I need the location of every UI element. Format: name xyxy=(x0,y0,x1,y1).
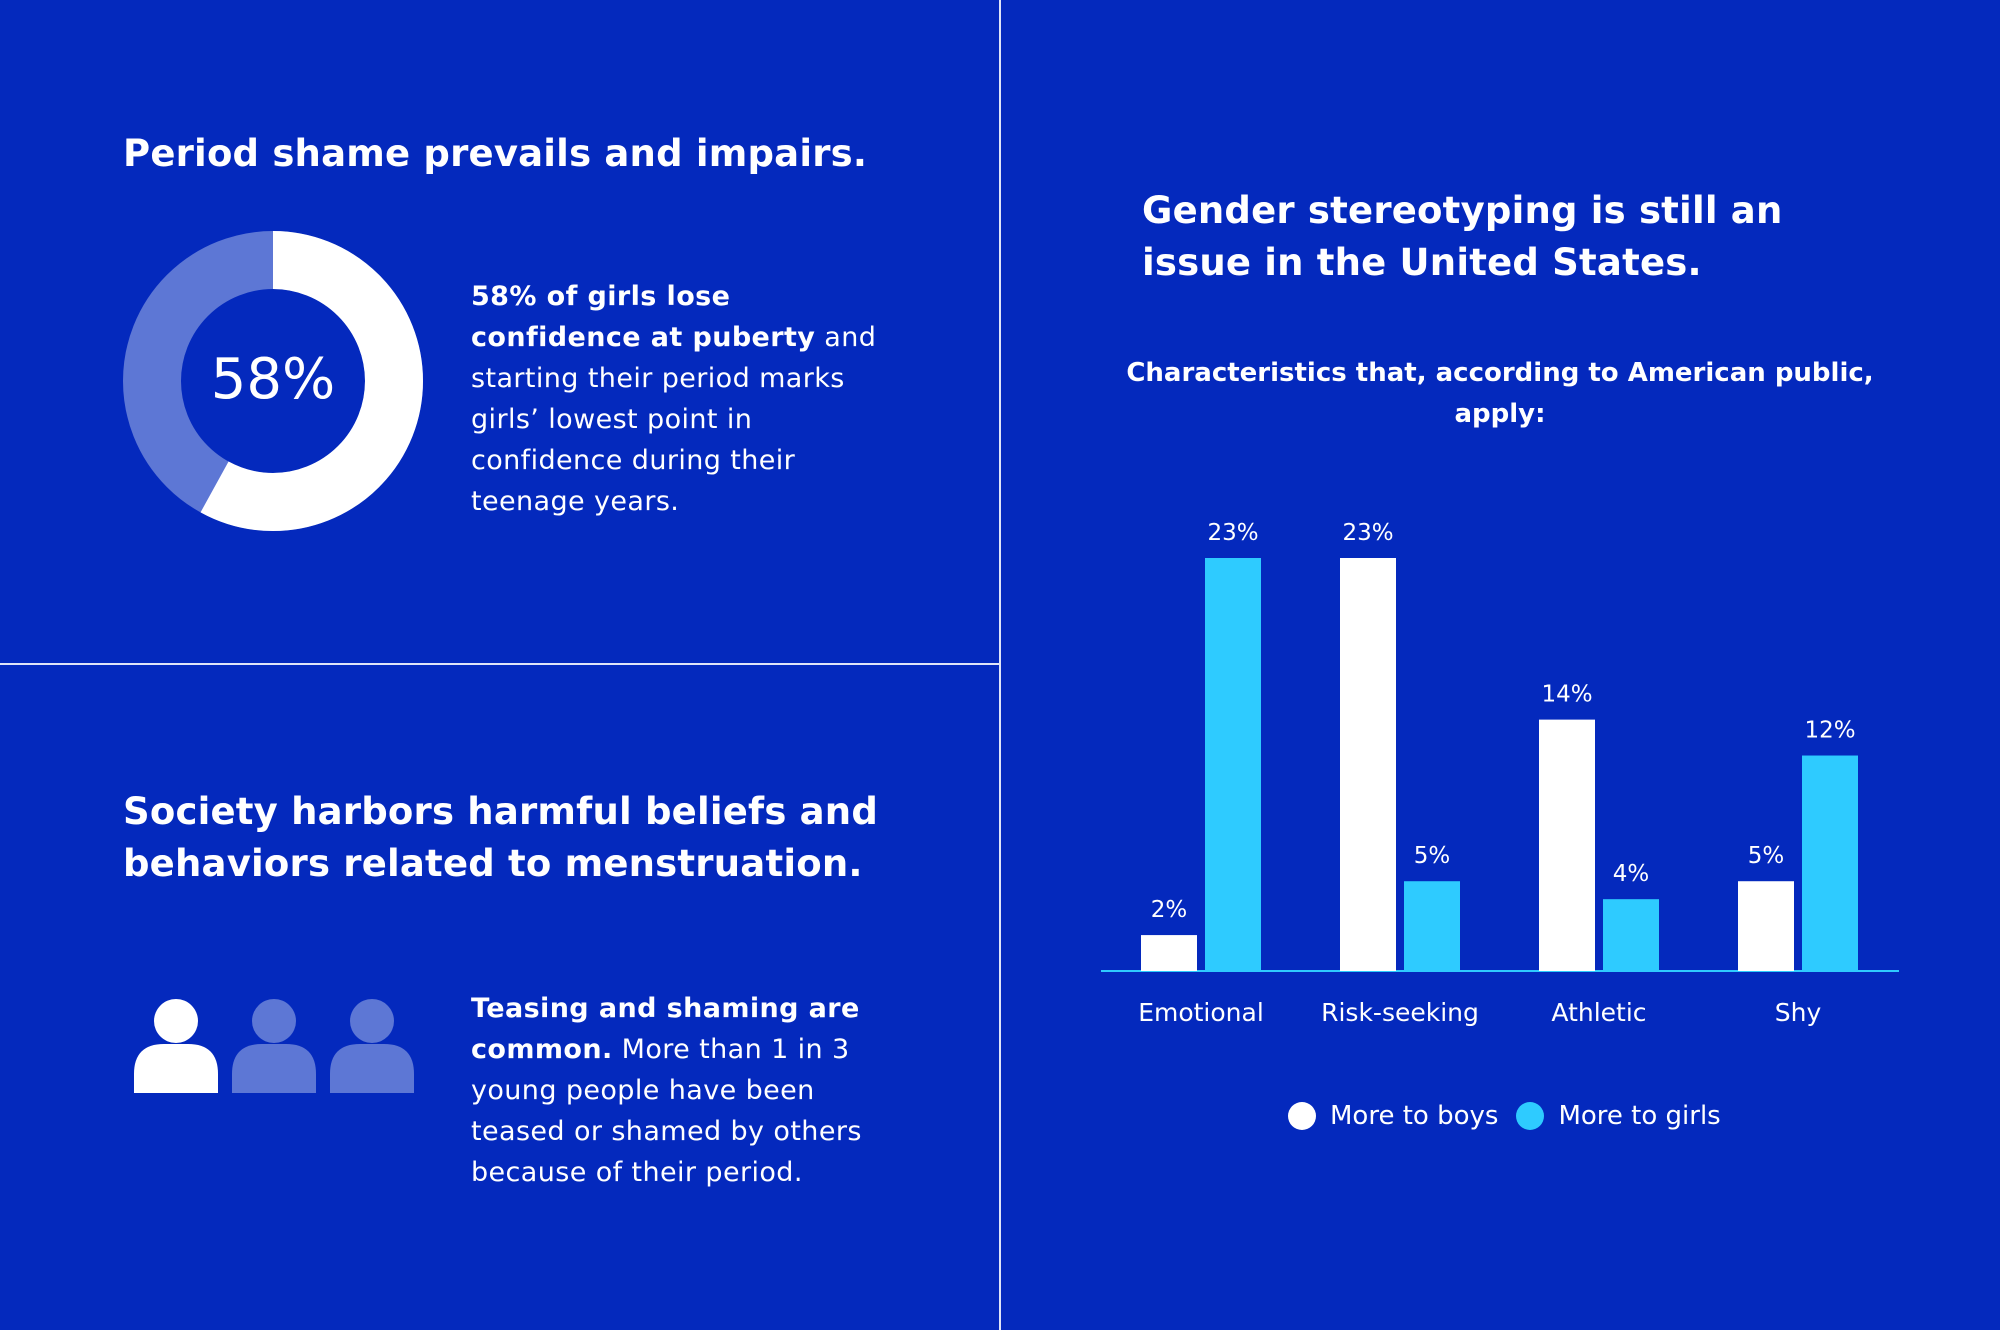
section1-text-bold: 58% of girls lose confidence at puberty xyxy=(471,281,816,353)
bar-girls-athletic xyxy=(1603,899,1659,971)
chart-subtitle: Characteristics that, according to Ameri… xyxy=(1126,358,1874,429)
bar-boys-emotional xyxy=(1141,935,1197,971)
legend-item-girls: More to girls xyxy=(1516,1101,1721,1131)
data-label: 14% xyxy=(1541,682,1592,708)
section1-text-rest: and starting their period marks girls’ l… xyxy=(471,322,877,517)
confidence-donut-chart: 58% xyxy=(123,231,423,531)
person-icon xyxy=(330,999,414,1093)
legend-swatch-girls xyxy=(1516,1102,1545,1130)
category-label: Emotional xyxy=(1138,998,1264,1027)
section2-text-bold: Teasing and shaming are common. xyxy=(471,993,860,1065)
data-label: 4% xyxy=(1613,861,1650,887)
legend-label-girls: More to girls xyxy=(1558,1101,1721,1131)
legend-item-boys: More to boys xyxy=(1288,1101,1498,1131)
vertical-divider xyxy=(999,0,1001,1330)
bar-boys-risk-seeking xyxy=(1340,558,1396,971)
legend-swatch-boys xyxy=(1288,1102,1316,1130)
data-label: 23% xyxy=(1342,520,1393,546)
bar-girls-shy xyxy=(1802,755,1858,971)
section2-text: Teasing and shaming are common. More tha… xyxy=(471,988,891,1193)
person-icon xyxy=(232,999,316,1093)
bar-girls-emotional xyxy=(1205,558,1261,971)
data-label: 2% xyxy=(1151,897,1188,923)
category-label: Risk-seeking xyxy=(1321,998,1479,1027)
section3-title: Gender stereotyping is still an issue in… xyxy=(1142,189,1783,284)
category-label: Athletic xyxy=(1551,998,1646,1027)
section1-text: 58% of girls lose confidence at puberty … xyxy=(471,276,891,522)
data-label: 23% xyxy=(1207,520,1258,546)
section1-title: Period shame prevails and impairs. xyxy=(123,132,868,175)
data-label: 5% xyxy=(1414,843,1451,869)
section2-title: Society harbors harmful beliefs and beha… xyxy=(123,790,879,885)
bar-boys-athletic xyxy=(1539,719,1595,971)
bar-boys-shy xyxy=(1738,881,1794,971)
donut-value-arc xyxy=(123,231,423,531)
data-label: 5% xyxy=(1748,843,1785,869)
donut-label: 58% xyxy=(211,347,335,412)
horizontal-divider xyxy=(0,663,999,665)
category-label: Shy xyxy=(1775,998,1822,1027)
section2-text-rest: More than 1 in 3 young people have been … xyxy=(471,1034,862,1188)
people-icons xyxy=(134,999,414,1093)
bar-girls-risk-seeking xyxy=(1404,881,1460,971)
person-icon xyxy=(134,999,218,1093)
chart-legend: More to boys More to girls xyxy=(1288,1096,1739,1136)
data-label: 12% xyxy=(1804,718,1855,744)
legend-label-boys: More to boys xyxy=(1330,1101,1499,1131)
